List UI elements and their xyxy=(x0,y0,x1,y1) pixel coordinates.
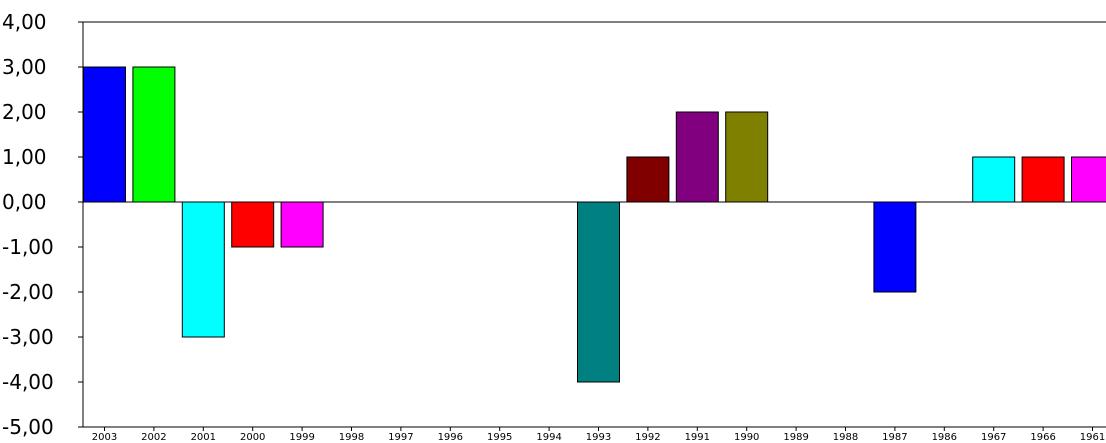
y-axis-ticks: 4,00 3,00 2,00 1,00 0,00 -1,00 -2,00 -3,00 -4,00… xyxy=(2,10,83,439)
bar-1993 xyxy=(577,201,620,383)
bars xyxy=(83,66,1106,383)
x-tick-label: 1998 xyxy=(339,432,364,443)
y-tick-label: 1,00 xyxy=(2,145,47,169)
x-tick-label: 1990 xyxy=(734,432,759,443)
bar-2001 xyxy=(181,201,225,338)
x-tick-label: 1993 xyxy=(586,432,611,443)
y-tick-label: 4,00 xyxy=(2,10,47,34)
y-tick-label: 2,00 xyxy=(2,100,47,124)
bar-1966 xyxy=(1021,156,1065,203)
x-tick-label: 2001 xyxy=(191,432,216,443)
x-tick-label: 1995 xyxy=(487,432,512,443)
y-tick-label: 0,00 xyxy=(2,190,47,214)
x-tick-label: 1994 xyxy=(536,432,561,443)
x-tick-label: 1967 xyxy=(981,432,1006,443)
bar-2002 xyxy=(132,66,176,203)
bar-1999 xyxy=(280,201,324,248)
x-tick-label: 1997 xyxy=(388,432,413,443)
bar-2000 xyxy=(231,201,275,248)
x-tick-label: 1961 xyxy=(1080,432,1105,443)
x-tick-label: 1996 xyxy=(438,432,463,443)
x-tick-label: 2000 xyxy=(240,432,265,443)
bar-1990 xyxy=(725,111,769,203)
x-tick-label: 2003 xyxy=(92,432,117,443)
x-tick-label: 1991 xyxy=(685,432,710,443)
x-tick-label: 2002 xyxy=(141,432,166,443)
x-axis-ticks: 2003 2002 2001 2000 1999 1998 1997 1996 1995 1994… xyxy=(92,427,1105,443)
bar-1987 xyxy=(873,201,917,293)
x-tick-label: 1992 xyxy=(635,432,660,443)
x-tick-label: 1987 xyxy=(882,432,907,443)
x-tick-label: 1966 xyxy=(1030,432,1055,443)
y-tick-label: -1,00 xyxy=(2,235,54,259)
x-tick-label: 1986 xyxy=(932,432,957,443)
bar-2003 xyxy=(83,66,126,203)
x-tick-label: 1988 xyxy=(833,432,858,443)
bar-1991 xyxy=(675,111,719,203)
y-tick-label: 3,00 xyxy=(2,55,47,79)
x-tick-label: 1999 xyxy=(289,432,314,443)
bar-1961 xyxy=(1071,156,1106,203)
bar-1992 xyxy=(626,156,670,203)
y-tick-label: -3,00 xyxy=(2,325,54,349)
y-tick-label: -2,00 xyxy=(2,280,54,304)
y-tick-label: -4,00 xyxy=(2,370,54,394)
y-tick-label: -5,00 xyxy=(2,415,54,439)
x-tick-label: 1989 xyxy=(783,432,808,443)
axes xyxy=(82,21,1106,428)
bar-1967 xyxy=(972,156,1016,203)
